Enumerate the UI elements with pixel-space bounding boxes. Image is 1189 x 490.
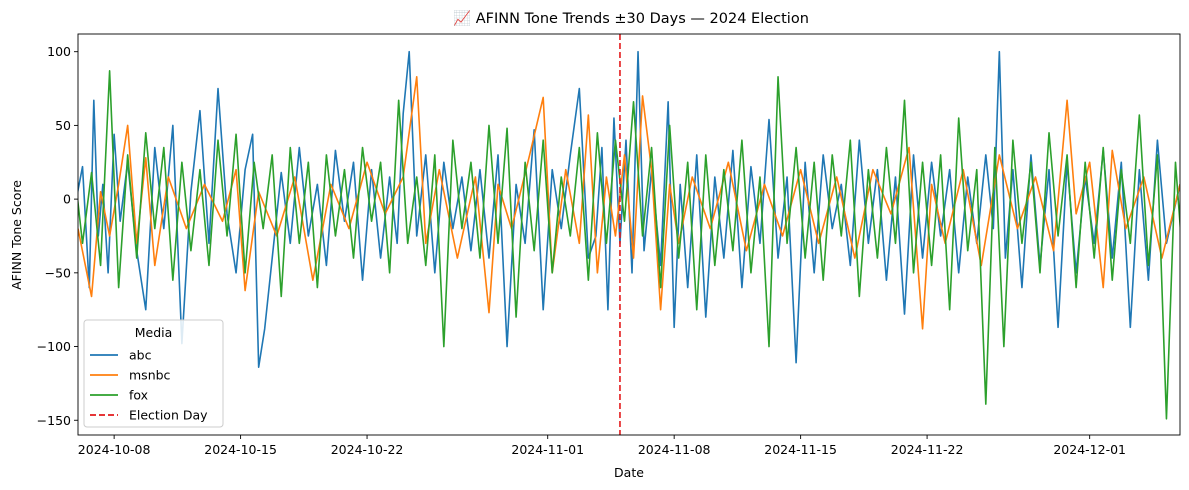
legend: Media abc msnbc fox Election Day [83, 319, 224, 428]
legend-box [83, 319, 224, 428]
x-tick-label: 2024-11-01 [511, 442, 584, 457]
y-axis-label: AFINN Tone Score [9, 180, 24, 290]
x-tick-label: 2024-10-08 [78, 442, 151, 457]
x-tick-label: 2024-11-08 [638, 442, 711, 457]
y-axis: 100 50 0 −50 −100 −150 [37, 44, 78, 428]
x-tick-label: 2024-11-15 [764, 442, 837, 457]
x-axis-label: Date [614, 465, 644, 480]
y-tick-label: −100 [37, 339, 71, 354]
y-tick-label: 0 [63, 192, 71, 207]
x-tick-label: 2024-10-15 [204, 442, 277, 457]
x-tick-label: 2024-12-01 [1053, 442, 1126, 457]
y-tick-label: −150 [37, 413, 71, 428]
series-line-fox [78, 70, 1180, 420]
y-tick-label: 100 [47, 44, 71, 59]
legend-label-fox: fox [129, 388, 148, 403]
y-tick-label: 50 [55, 118, 71, 133]
legend-label-election-day: Election Day [129, 408, 208, 423]
x-axis: 2024-10-08 2024-10-15 2024-10-22 2024-11-01… [78, 435, 1126, 457]
chart-title: 📈 AFINN Tone Trends ±30 Days — 2024 Elec… [453, 9, 809, 27]
legend-label-abc: abc [129, 348, 152, 363]
series-line-abc [78, 50, 1180, 368]
legend-title: Media [135, 325, 173, 340]
x-tick-label: 2024-11-22 [891, 442, 964, 457]
plot-area [78, 34, 1180, 435]
legend-label-msnbc: msnbc [129, 368, 171, 383]
plot-frame [77, 33, 1181, 436]
y-tick-label: −50 [45, 265, 71, 280]
x-tick-label: 2024-10-22 [331, 442, 404, 457]
series-line-msnbc [78, 75, 1180, 330]
